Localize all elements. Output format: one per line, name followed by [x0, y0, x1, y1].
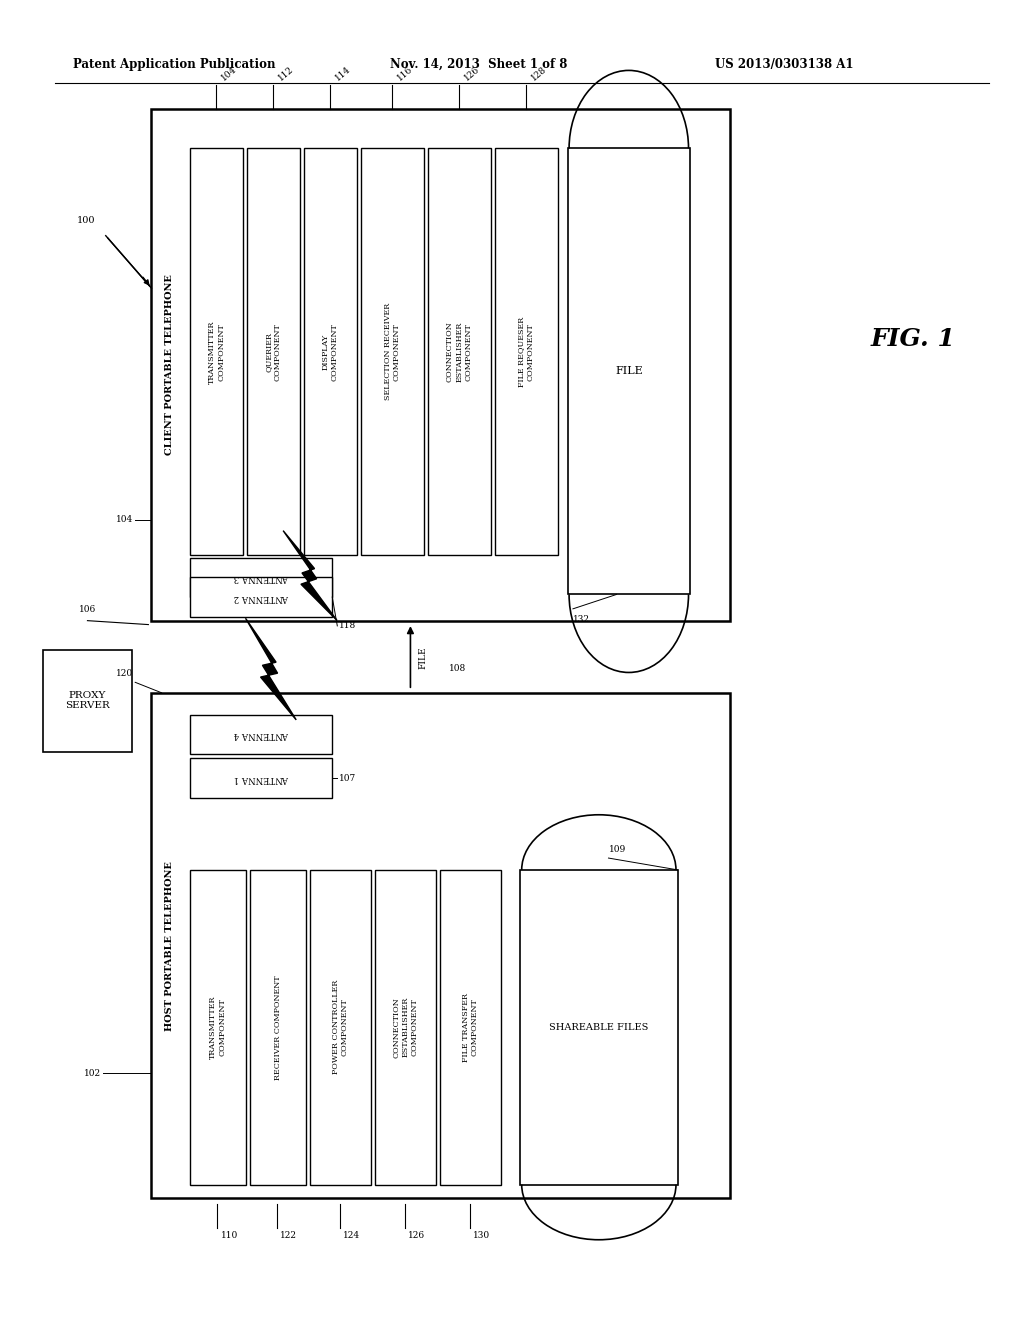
Text: 106: 106 [79, 605, 96, 614]
Text: SELECTION RECEIVER
COMPONENT: SELECTION RECEIVER COMPONENT [384, 304, 400, 400]
Text: 110: 110 [220, 1230, 238, 1239]
Text: 116: 116 [395, 65, 414, 83]
Bar [152, 693, 730, 1197]
Bar [247, 148, 300, 556]
Text: 112: 112 [276, 65, 295, 83]
Bar [440, 870, 501, 1184]
Text: FILE: FILE [419, 645, 428, 669]
Text: CLIENT PORTABLE TELEPHONE: CLIENT PORTABLE TELEPHONE [165, 275, 174, 455]
Text: ANTENNA 3: ANTENNA 3 [233, 573, 289, 582]
Text: 109: 109 [608, 845, 626, 854]
Bar [190, 577, 332, 616]
Text: TRANSMITTER
COMPONENT: TRANSMITTER COMPONENT [208, 319, 225, 384]
Text: 100: 100 [77, 216, 95, 226]
Text: FILE: FILE [615, 367, 643, 376]
Polygon shape [283, 531, 337, 620]
Text: US 2013/0303138 A1: US 2013/0303138 A1 [715, 58, 854, 71]
Bar [190, 148, 243, 556]
Text: DISPLAY
COMPONENT: DISPLAY COMPONENT [322, 323, 339, 380]
Text: FILE REQUESER
COMPONENT: FILE REQUESER COMPONENT [517, 317, 535, 387]
Text: Patent Application Publication: Patent Application Publication [74, 58, 275, 71]
Bar [375, 870, 436, 1184]
Text: CONNECTION
ESTABLISHER
COMPONENT: CONNECTION ESTABLISHER COMPONENT [446, 321, 472, 381]
Text: HOST PORTABLE TELEPHONE: HOST PORTABLE TELEPHONE [165, 861, 174, 1031]
Bar [43, 649, 132, 752]
Text: 126: 126 [409, 1230, 426, 1239]
Bar [360, 148, 424, 556]
Text: 126: 126 [462, 65, 481, 83]
Text: FILE TRANSFER
COMPONENT: FILE TRANSFER COMPONENT [462, 993, 479, 1061]
Bar [310, 870, 371, 1184]
Text: ANTENNA 4: ANTENNA 4 [233, 730, 289, 739]
Bar [190, 870, 246, 1184]
Text: 120: 120 [116, 669, 133, 678]
Text: TRANSMITTER
COMPONENT: TRANSMITTER COMPONENT [209, 995, 226, 1059]
Text: 114: 114 [333, 65, 352, 83]
Text: POWER CONTROLLER
COMPONENT: POWER CONTROLLER COMPONENT [332, 979, 349, 1074]
Text: FIG. 1: FIG. 1 [870, 326, 955, 351]
Text: PROXY
SERVER: PROXY SERVER [66, 690, 110, 710]
Text: 128: 128 [529, 65, 548, 83]
Bar [190, 759, 332, 797]
Bar [495, 148, 558, 556]
Text: SHAREABLE FILES: SHAREABLE FILES [549, 1023, 648, 1032]
Text: 118: 118 [339, 622, 356, 631]
Bar [190, 715, 332, 755]
Text: Nov. 14, 2013  Sheet 1 of 8: Nov. 14, 2013 Sheet 1 of 8 [390, 58, 567, 71]
Text: 102: 102 [84, 1069, 100, 1077]
Text: 130: 130 [473, 1230, 490, 1239]
Text: RECEIVER COMPONENT: RECEIVER COMPONENT [273, 975, 282, 1080]
Text: 124: 124 [343, 1230, 360, 1239]
Text: 132: 132 [573, 615, 590, 624]
Text: 104: 104 [219, 65, 239, 83]
Text: 104: 104 [116, 515, 133, 524]
Text: 108: 108 [450, 664, 466, 673]
Text: 122: 122 [281, 1230, 297, 1239]
Text: 107: 107 [339, 774, 356, 783]
Bar [520, 870, 678, 1184]
Text: ANTENNA 1: ANTENNA 1 [233, 774, 289, 783]
Text: ANTENNA 2: ANTENNA 2 [233, 593, 289, 602]
Text: QUERIER
COMPONENT: QUERIER COMPONENT [265, 323, 282, 380]
Polygon shape [246, 618, 296, 719]
Bar [250, 870, 306, 1184]
Bar [190, 557, 332, 597]
Bar [568, 148, 690, 594]
Bar [304, 148, 356, 556]
Text: CONNECTION
ESTABLISHER
COMPONENT: CONNECTION ESTABLISHER COMPONENT [392, 997, 419, 1057]
Bar [152, 110, 730, 620]
Bar [428, 148, 490, 556]
